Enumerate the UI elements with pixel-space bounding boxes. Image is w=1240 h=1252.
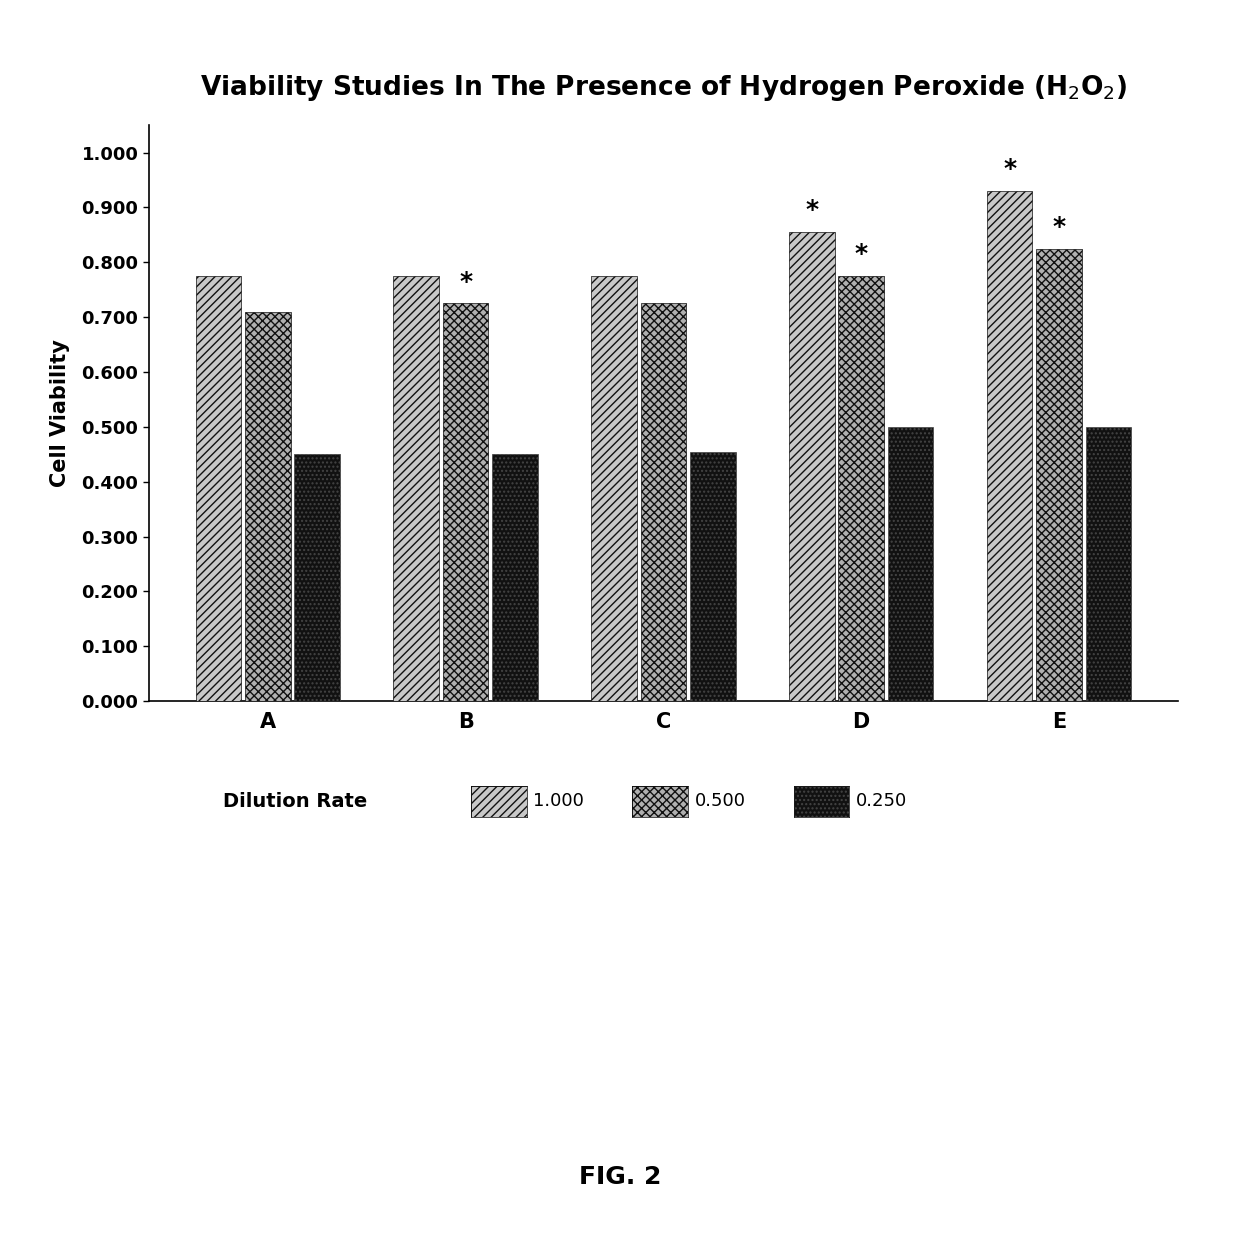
- Text: 0.500: 0.500: [694, 793, 745, 810]
- Text: 0.250: 0.250: [856, 793, 906, 810]
- Text: Dilution Rate: Dilution Rate: [223, 791, 367, 811]
- Text: FIG. 2: FIG. 2: [579, 1164, 661, 1189]
- Bar: [492, 454, 538, 701]
- Y-axis label: Cell Viability: Cell Viability: [51, 339, 71, 487]
- Bar: [443, 303, 489, 701]
- Text: *: *: [1003, 158, 1016, 182]
- Bar: [888, 427, 934, 701]
- Text: *: *: [805, 198, 818, 223]
- Title: Viability Studies In The Presence of Hydrogen Peroxide (H$_2$O$_2$): Viability Studies In The Presence of Hyd…: [200, 73, 1127, 103]
- Text: *: *: [854, 242, 868, 267]
- Bar: [591, 275, 636, 701]
- Bar: [246, 312, 290, 701]
- Bar: [691, 452, 735, 701]
- Text: 1.000: 1.000: [533, 793, 584, 810]
- Text: *: *: [459, 269, 472, 293]
- Bar: [393, 275, 439, 701]
- Bar: [838, 275, 884, 701]
- Bar: [789, 232, 835, 701]
- Bar: [1086, 427, 1131, 701]
- Bar: [987, 192, 1033, 701]
- Bar: [1037, 249, 1081, 701]
- Bar: [294, 454, 340, 701]
- Bar: [196, 275, 241, 701]
- Text: *: *: [1053, 215, 1065, 239]
- Bar: [641, 303, 686, 701]
